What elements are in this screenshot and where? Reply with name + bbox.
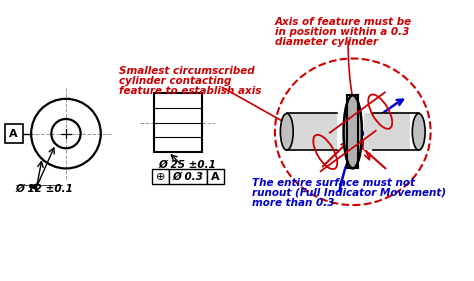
Text: A: A	[9, 129, 18, 139]
Text: The entire surface must not: The entire surface must not	[252, 178, 415, 188]
Ellipse shape	[412, 114, 425, 150]
Text: feature to establish axis: feature to establish axis	[119, 86, 262, 96]
Bar	[207, 169, 224, 184]
Ellipse shape	[344, 95, 362, 168]
Text: Axis of feature must be: Axis of feature must be	[275, 17, 412, 27]
Text: diameter cylinder: diameter cylinder	[275, 37, 378, 47]
Text: Ø 25 ±0.1: Ø 25 ±0.1	[158, 160, 217, 170]
Bar	[364, 114, 410, 150]
Text: cylinder contacting: cylinder contacting	[119, 76, 231, 86]
Bar	[169, 169, 207, 184]
Ellipse shape	[280, 114, 293, 150]
Bar	[5, 124, 23, 143]
Text: ⊕: ⊕	[155, 172, 165, 182]
Text: Smallest circumscribed: Smallest circumscribed	[119, 66, 255, 76]
Text: A: A	[211, 172, 219, 182]
Bar	[287, 114, 337, 150]
Bar	[152, 169, 169, 184]
Polygon shape	[29, 184, 36, 189]
Text: in position within a 0.3: in position within a 0.3	[275, 27, 409, 37]
Text: Ø 12 ±0.1: Ø 12 ±0.1	[16, 183, 73, 194]
Text: more than 0.3: more than 0.3	[252, 198, 335, 208]
Bar	[154, 93, 201, 152]
Text: Ø 0.3: Ø 0.3	[173, 172, 203, 182]
Text: runout (Full Indicator Movement): runout (Full Indicator Movement)	[252, 188, 446, 198]
